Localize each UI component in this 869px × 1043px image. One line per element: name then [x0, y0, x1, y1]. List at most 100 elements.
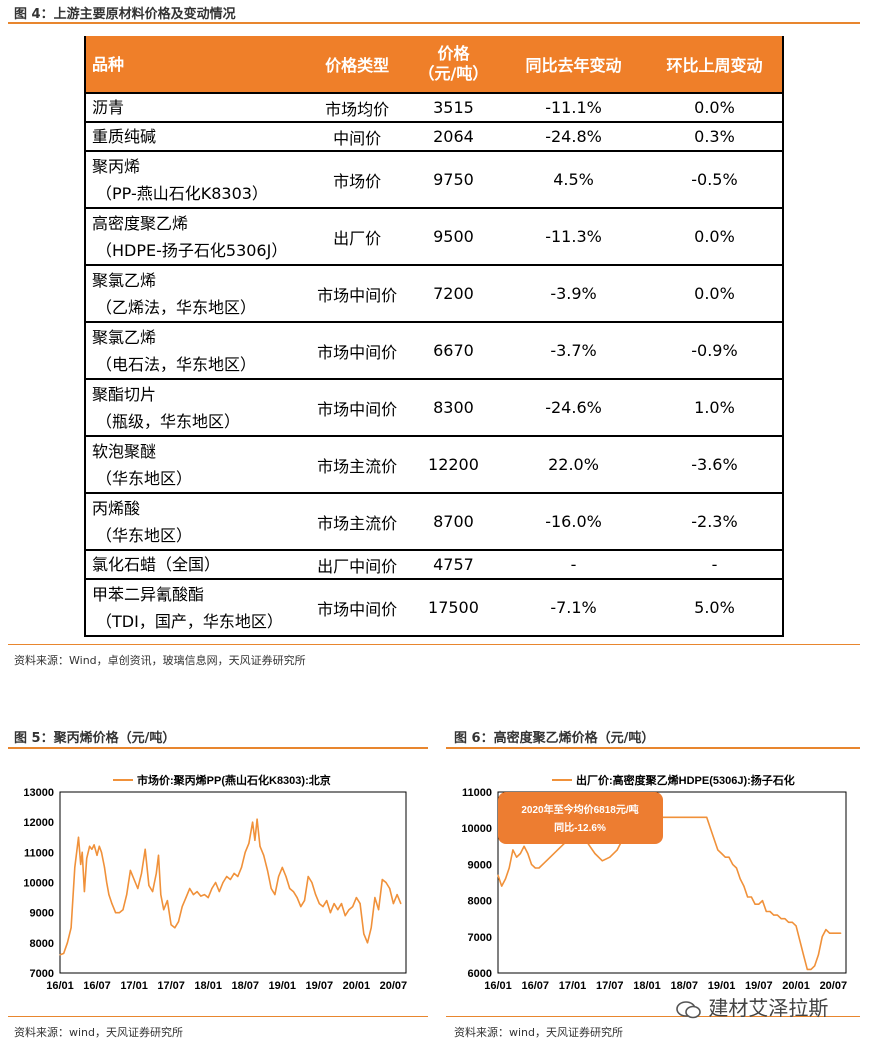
- data-point: [214, 881, 217, 884]
- variety-spec: （TDI，国产，华东地区）: [96, 611, 283, 631]
- variety-name: 聚酯切片: [92, 384, 157, 404]
- data-point: [370, 927, 372, 929]
- data-point: [709, 827, 711, 829]
- data-point: [769, 910, 771, 913]
- data-point: [63, 952, 65, 954]
- x-tick-label: 16/01: [46, 980, 74, 992]
- header-price: 价格 （元/吨）: [406, 36, 501, 93]
- cell-price-type: 市场中间价: [307, 321, 407, 379]
- series-line: [497, 816, 841, 971]
- data-point: [70, 927, 72, 929]
- data-point: [122, 909, 124, 911]
- x-tick-label: 20/07: [820, 980, 848, 992]
- data-point: [311, 881, 313, 884]
- y-tick-label: 8000: [468, 896, 492, 908]
- table-row: 聚氯乙烯 （乙烯法，华东地区） 市场中间价 7200 -3.9% 0.0%: [85, 264, 783, 322]
- cell-price: 9750: [406, 150, 501, 208]
- data-point: [140, 872, 143, 875]
- callout-line-1: 2020年至今均价6818元/吨: [521, 803, 638, 816]
- cell-yoy: -11.3%: [500, 207, 647, 265]
- data-point: [86, 857, 88, 859]
- cell-wow: -2.3%: [646, 492, 783, 550]
- data-point: [363, 933, 365, 935]
- header-price-type: 价格类型: [307, 36, 407, 93]
- average-callout: 2020年至今均价6818元/吨同比-12.6%: [498, 792, 663, 844]
- x-tick-label: 16/01: [484, 980, 512, 992]
- cell-price-type: 市场均价: [307, 92, 407, 122]
- data-point: [83, 890, 86, 893]
- data-point: [256, 818, 258, 820]
- cell-wow: 1.0%: [646, 378, 783, 436]
- data-point: [668, 816, 670, 818]
- cell-wow: 0.3%: [646, 121, 783, 151]
- callout-box: [498, 792, 663, 844]
- cell-variety: 聚丙烯 （PP-燕山石化K8303）: [85, 150, 308, 208]
- data-point: [170, 924, 172, 926]
- data-point: [512, 849, 514, 851]
- x-tick-label: 17/07: [596, 980, 624, 992]
- x-tick-label: 17/01: [559, 980, 587, 992]
- data-point: [366, 942, 369, 944]
- fig5-bottom-rule: [8, 1016, 428, 1017]
- data-point: [137, 887, 139, 890]
- data-point: [252, 821, 254, 823]
- data-point: [352, 906, 354, 908]
- table-row: 软泡聚醚 （华东地区） 市场主流价 12200 22.0% -3.6%: [85, 435, 783, 493]
- data-point: [806, 968, 808, 970]
- data-point: [80, 863, 82, 865]
- header-variety: 品种: [85, 36, 308, 93]
- data-point: [166, 900, 169, 902]
- cell-yoy: -24.8%: [500, 121, 647, 151]
- cell-variety: 聚酯切片 （瓶级，华东地区）: [85, 378, 308, 436]
- variety-spec: （HDPE-扬子石化5306J）: [96, 240, 288, 260]
- cell-price-type: 市场中间价: [307, 264, 407, 322]
- y-tick-label: 9000: [468, 859, 492, 871]
- x-tick-label: 16/07: [83, 980, 111, 992]
- cell-wow: -3.6%: [646, 435, 783, 493]
- data-point: [93, 844, 95, 846]
- data-point: [702, 816, 704, 818]
- data-point: [530, 863, 533, 865]
- data-point: [519, 852, 521, 855]
- data-point: [160, 893, 162, 896]
- data-point: [802, 954, 805, 956]
- data-point: [152, 890, 154, 893]
- data-point: [81, 851, 83, 853]
- data-point: [788, 921, 790, 923]
- data-point: [780, 918, 782, 920]
- data-point: [322, 906, 324, 908]
- price-table: 品种 价格类型 价格 （元/吨） 同比去年变动 环比上周变动 沥青 市场均价 351…: [84, 36, 784, 637]
- data-point: [211, 887, 213, 890]
- x-tick-label: 20/07: [380, 980, 408, 992]
- data-point: [765, 910, 767, 913]
- data-point: [114, 912, 117, 914]
- cell-price-type: 出厂价: [307, 207, 407, 265]
- cell-wow: -: [646, 549, 783, 579]
- data-point: [750, 896, 752, 898]
- cell-price-type: 市场中间价: [307, 578, 407, 636]
- data-point: [527, 852, 529, 855]
- data-point: [259, 845, 261, 847]
- y-tick-label: 6000: [468, 968, 492, 980]
- variety-spec: （瓶级，华东地区）: [96, 411, 241, 431]
- data-point: [821, 936, 823, 938]
- series-line: [59, 818, 402, 956]
- data-point: [303, 900, 306, 902]
- y-tick-label: 8000: [30, 938, 54, 950]
- data-point: [497, 874, 499, 876]
- cell-wow: 0.0%: [646, 92, 783, 122]
- variety-name: 丙烯酸: [92, 498, 141, 518]
- variety-spec: （PP-燕山石化K8303）: [96, 183, 268, 203]
- data-point: [333, 903, 335, 905]
- data-point: [799, 939, 801, 942]
- data-point: [355, 896, 357, 899]
- cell-price: 4757: [406, 549, 501, 579]
- x-tick-label: 16/07: [521, 980, 549, 992]
- data-point: [337, 909, 339, 911]
- y-tick-label: 13000: [23, 787, 54, 799]
- variety-name: 聚丙烯: [92, 156, 141, 176]
- data-point: [248, 842, 250, 844]
- plot-frame: [497, 791, 847, 974]
- data-point: [706, 816, 708, 818]
- legend-label: 出厂价:高密度聚乙烯HDPE(5306J):扬子石化: [576, 773, 795, 787]
